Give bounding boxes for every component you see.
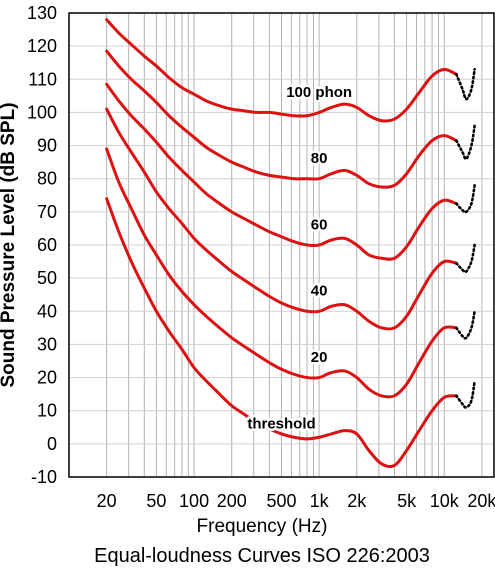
curve-60-extrapolation	[455, 184, 476, 214]
curve-label: 40	[311, 283, 328, 300]
curve-label: 60	[311, 216, 328, 233]
curve-label: 100 phon	[286, 84, 352, 101]
curve-60-line	[105, 82, 458, 261]
y-tick-label: 10	[37, 401, 57, 421]
curve-20-line	[105, 147, 458, 399]
y-tick-label: 110	[28, 69, 57, 89]
curve-threshold-extrapolation	[455, 379, 476, 409]
x-tick-label: 2k	[347, 491, 367, 511]
curve-80-line	[105, 49, 458, 189]
x-tick-labels: 20 50 100 200 500 1k 2k 5k 10k 20k	[97, 491, 495, 511]
curve-100-phon-line	[105, 18, 458, 123]
y-tick-label: 20	[37, 368, 57, 388]
x-tick-label: 500	[266, 491, 296, 511]
plot-frame	[68, 12, 495, 478]
y-tick-label: 120	[27, 36, 57, 56]
y-tick-label: 40	[37, 301, 57, 321]
x-axis-label: Frequency (Hz)	[197, 516, 328, 537]
y-tick-label: 90	[37, 136, 57, 156]
grid	[69, 12, 494, 478]
curve-threshold-line	[105, 197, 458, 469]
y-tick-label: 130	[27, 3, 57, 23]
y-tick-label: 30	[37, 334, 57, 354]
chart-title: Equal-loudness Curves ISO 226:2003	[94, 545, 430, 567]
x-tick-label: 1k	[310, 491, 330, 511]
curve-100-phon-extrapolation	[455, 68, 476, 101]
x-tick-label: 100	[179, 491, 209, 511]
series-lines	[105, 18, 476, 469]
x-tick-label: 10k	[430, 491, 460, 511]
curve-label: 80	[311, 150, 328, 167]
curve-80-extrapolation	[455, 124, 476, 161]
curve-40-line	[105, 107, 458, 331]
y-tick-label: 80	[37, 169, 57, 189]
x-tick-label: 200	[217, 491, 247, 511]
curve-label: 20	[311, 349, 328, 366]
y-tick-label: 70	[37, 202, 57, 222]
y-tick-label: 60	[37, 235, 57, 255]
y-axis-label: Sound Pressure Level (dB SPL)	[0, 102, 19, 387]
x-tick-label: 20	[97, 491, 117, 511]
y-tick-label: 100	[27, 102, 57, 122]
x-tick-label: 50	[146, 491, 166, 511]
curve-40-extrapolation	[455, 243, 476, 274]
curve-labels: 100 phon 80 60 40 20 threshold	[245, 81, 355, 434]
x-tick-label: 5k	[397, 491, 417, 511]
y-tick-label: 50	[37, 268, 57, 288]
curve-label: threshold	[247, 415, 315, 432]
curve-20-extrapolation	[455, 309, 476, 340]
y-tick-labels: -10 0 10 20 30 40 50 60 70 80 90 100 110 120 130	[27, 3, 57, 487]
y-tick-label: -10	[31, 467, 57, 487]
x-tick-label: 20k	[467, 491, 495, 511]
y-tick-label: 0	[47, 434, 57, 454]
